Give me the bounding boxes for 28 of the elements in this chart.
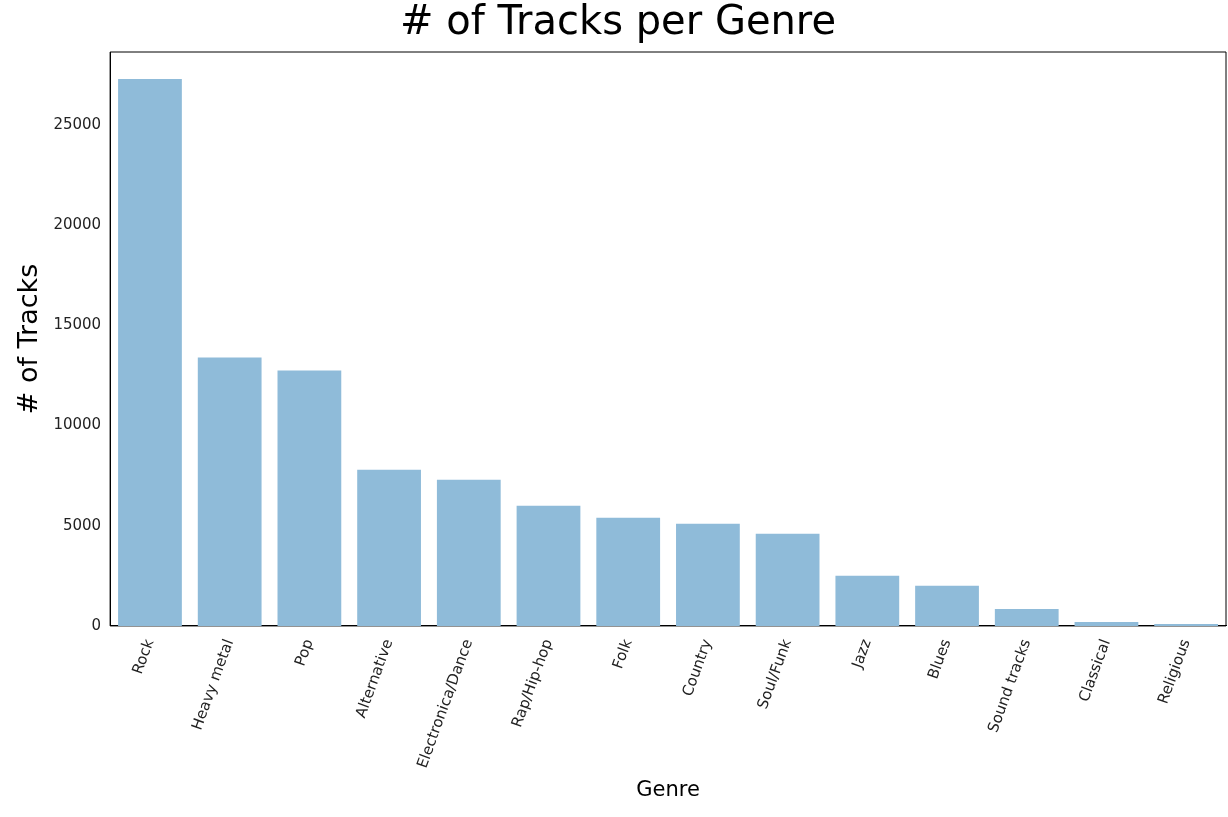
bar (197, 357, 262, 626)
y-tick-label: 15000 (53, 315, 102, 334)
bar (676, 523, 740, 626)
y-tick-label: 5000 (62, 515, 102, 534)
bar (516, 505, 581, 626)
bar (835, 575, 900, 626)
bar (596, 517, 661, 626)
y-tick-label: 20000 (53, 215, 102, 234)
chart-title: # of Tracks per Genre (399, 0, 837, 44)
bar (1154, 623, 1219, 626)
y-axis-title: # of Tracks (12, 263, 44, 415)
bar (1074, 621, 1139, 626)
x-axis-title: Genre (636, 776, 700, 801)
x-tick-label: Pop (290, 636, 317, 669)
bar (755, 533, 820, 626)
y-tick-label: 10000 (53, 415, 102, 434)
y-tick-label: 0 (91, 615, 102, 634)
x-tick-label: Jazz (847, 636, 875, 672)
x-tick-label: Folk (608, 636, 636, 672)
bar (357, 469, 421, 626)
y-tick-label: 25000 (53, 115, 102, 134)
bar (118, 79, 182, 626)
x-tick-label: Rock (128, 636, 158, 677)
bar (915, 585, 979, 626)
bar (436, 479, 501, 626)
x-tick-label: Blues (923, 636, 955, 682)
bar (277, 370, 342, 626)
bar (994, 608, 1059, 626)
